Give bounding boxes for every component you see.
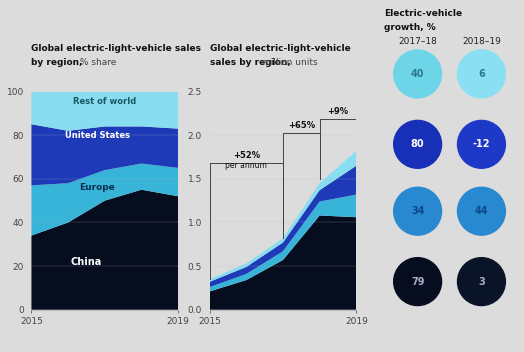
Text: Rest of world: Rest of world bbox=[73, 97, 136, 106]
Text: 6: 6 bbox=[478, 69, 485, 79]
Text: United States: United States bbox=[65, 131, 130, 140]
Text: +9%: +9% bbox=[328, 107, 348, 116]
Text: by region,: by region, bbox=[31, 58, 83, 67]
Text: 2018–19: 2018–19 bbox=[462, 37, 501, 46]
Text: -12: -12 bbox=[473, 139, 490, 149]
Text: per annum: per annum bbox=[225, 161, 267, 170]
Text: 34: 34 bbox=[411, 206, 424, 216]
Text: Global electric-light-vehicle sales: Global electric-light-vehicle sales bbox=[31, 44, 201, 53]
Text: +52%: +52% bbox=[233, 151, 260, 159]
Text: China: China bbox=[71, 257, 102, 267]
Text: 44: 44 bbox=[475, 206, 488, 216]
Text: sales by region,: sales by region, bbox=[210, 58, 290, 67]
Text: Global electric-light-vehicle: Global electric-light-vehicle bbox=[210, 44, 351, 53]
Text: 3: 3 bbox=[478, 277, 485, 287]
Text: growth, %: growth, % bbox=[384, 23, 436, 32]
Text: 40: 40 bbox=[411, 69, 424, 79]
Text: million units: million units bbox=[259, 58, 318, 67]
Text: 79: 79 bbox=[411, 277, 424, 287]
Text: +65%: +65% bbox=[288, 121, 315, 130]
Text: 2017–18: 2017–18 bbox=[398, 37, 437, 46]
Text: % share: % share bbox=[77, 58, 116, 67]
Text: Electric-vehicle: Electric-vehicle bbox=[384, 9, 462, 18]
Text: Europe: Europe bbox=[80, 183, 115, 192]
Text: 80: 80 bbox=[411, 139, 424, 149]
